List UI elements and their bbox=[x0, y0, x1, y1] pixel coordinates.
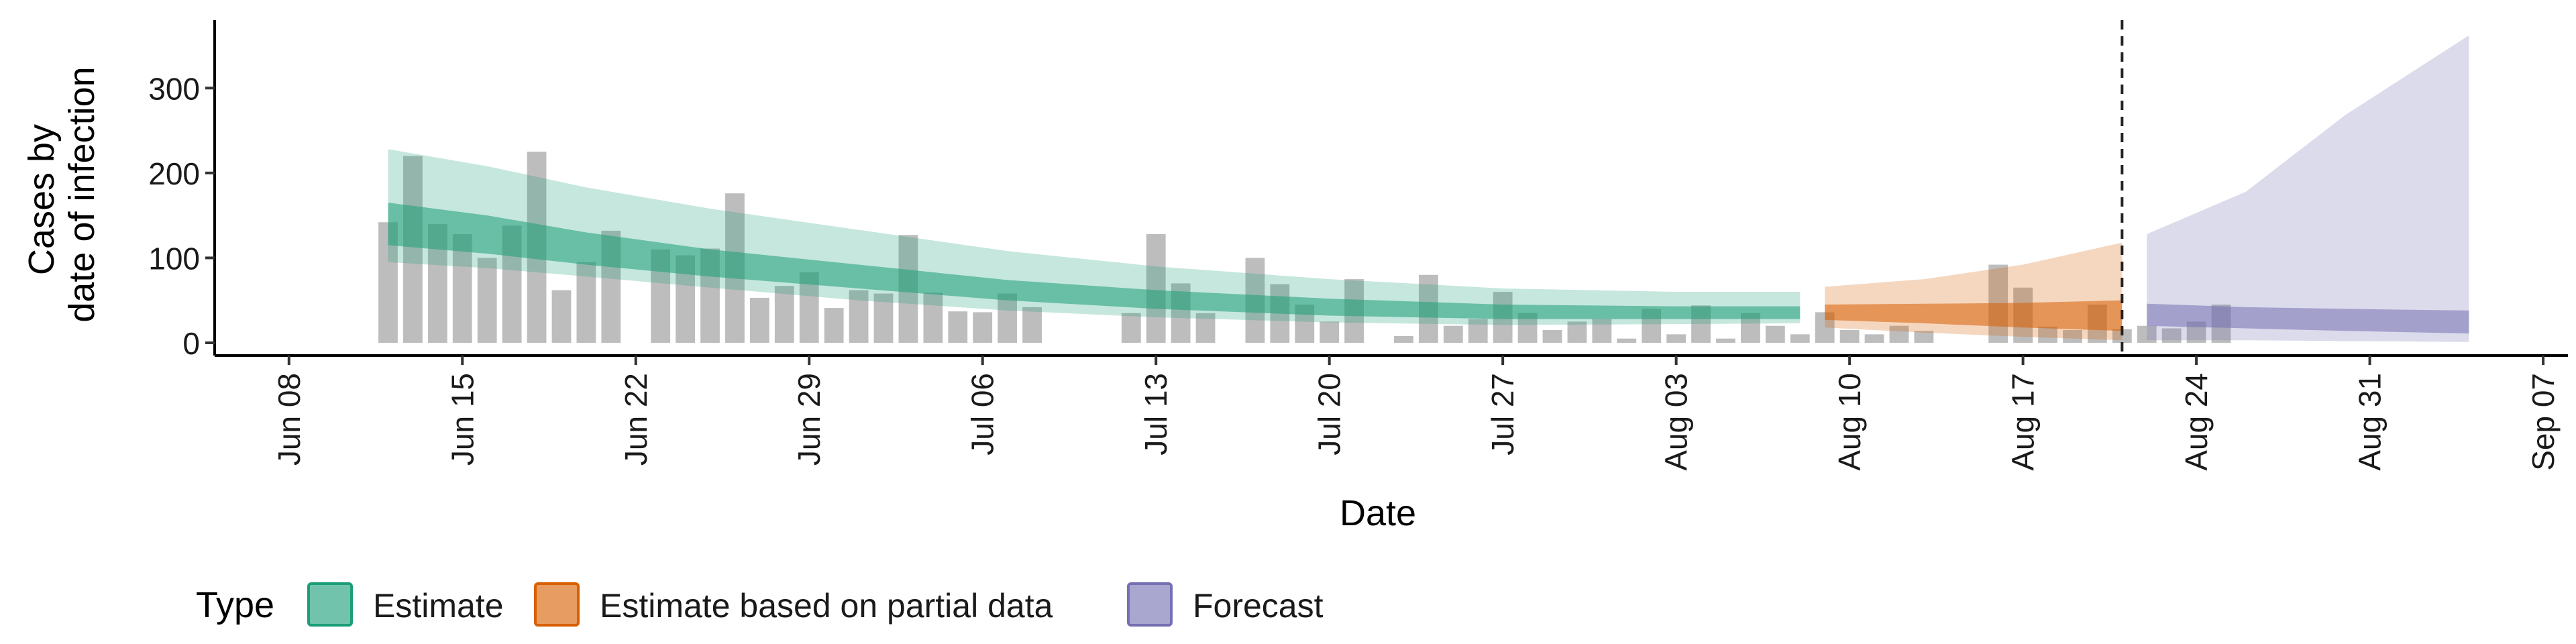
x-tick-label: Aug 03 bbox=[1659, 373, 1694, 471]
forecast-50-band bbox=[2147, 303, 2469, 334]
case-bar bbox=[1839, 330, 1860, 343]
case-bar bbox=[2063, 330, 2082, 343]
x-tick-label: Aug 24 bbox=[2179, 373, 2214, 471]
y-axis-label: Cases by date of infection bbox=[21, 66, 102, 322]
case-bar bbox=[2112, 329, 2132, 343]
case-bar bbox=[1716, 338, 1735, 343]
estimate-50-band bbox=[388, 203, 1801, 319]
legend: Type Estimate Estimate based on partial d… bbox=[196, 582, 1324, 627]
legend-swatch-estimate-based-on-partial-data bbox=[534, 582, 580, 627]
case-bar bbox=[1195, 313, 1216, 343]
legend-swatch-forecast bbox=[1127, 582, 1173, 627]
y-axis-ticks: 0 100 200 300 bbox=[148, 71, 215, 361]
case-bar bbox=[1889, 325, 1909, 343]
y-axis-label-line-1: Cases by bbox=[21, 124, 62, 275]
legend-label-estimate-based-on-partial-data: Estimate based on partial data bbox=[600, 587, 1053, 625]
case-bar bbox=[1146, 233, 1166, 343]
axes bbox=[213, 20, 2568, 357]
case-bar bbox=[1914, 331, 1934, 343]
x-tick-label: Jun 15 bbox=[445, 373, 480, 466]
case-bar bbox=[1468, 319, 1488, 343]
x-tick-label: Jul 20 bbox=[1312, 373, 1347, 455]
legend-label-estimate: Estimate bbox=[373, 587, 504, 625]
forecast-90-band bbox=[2147, 35, 2469, 342]
y-tick-label: 0 bbox=[182, 326, 200, 361]
case-bar bbox=[998, 293, 1018, 343]
case-bar bbox=[1394, 335, 1413, 343]
case-bar bbox=[1617, 338, 1637, 343]
case-bar bbox=[948, 311, 968, 343]
estimate-bands bbox=[388, 35, 2469, 342]
case-bar bbox=[749, 297, 769, 343]
legend-swatch-estimate bbox=[307, 582, 353, 627]
case-bar bbox=[1765, 325, 1785, 343]
legend-label-forecast: Forecast bbox=[1193, 587, 1324, 625]
y-tick-label: 300 bbox=[148, 71, 200, 106]
x-tick-label: Jul 27 bbox=[1485, 373, 1520, 455]
x-tick-label: Jun 08 bbox=[272, 373, 307, 466]
case-bar bbox=[1022, 307, 1042, 343]
case-bar bbox=[477, 258, 497, 343]
case-bar bbox=[973, 312, 993, 343]
legend-title: Type bbox=[196, 585, 274, 625]
estimate-90-band bbox=[388, 149, 1801, 325]
y-axis-label-line-2: date of infection bbox=[62, 66, 102, 322]
x-tick-label: Jun 29 bbox=[792, 373, 826, 466]
case-bar bbox=[1121, 313, 1141, 343]
case-bar bbox=[923, 292, 943, 343]
x-tick-label: Jul 13 bbox=[1138, 373, 1173, 455]
case-bar bbox=[1567, 321, 1587, 343]
case-bar bbox=[1864, 334, 1884, 343]
x-tick-label: Jul 06 bbox=[965, 373, 1000, 455]
y-tick-label: 200 bbox=[148, 156, 200, 191]
case-bar bbox=[1790, 334, 1810, 343]
x-tick-label: Aug 10 bbox=[1832, 373, 1867, 471]
x-tick-label: Aug 31 bbox=[2353, 373, 2387, 471]
x-tick-label: Jun 22 bbox=[619, 373, 653, 466]
case-bar bbox=[1542, 330, 1562, 343]
case-bar bbox=[2137, 325, 2157, 343]
estimate-based-on-partial-data-50-band bbox=[1825, 300, 2123, 331]
case-bar bbox=[551, 290, 572, 343]
case-bar bbox=[774, 286, 794, 343]
case-bar bbox=[2038, 326, 2057, 343]
case-bar bbox=[1320, 321, 1340, 343]
case-bar bbox=[873, 293, 894, 343]
case-bars bbox=[378, 152, 2231, 343]
case-bar bbox=[1666, 334, 1686, 343]
x-axis-ticks: Jun 08 Jun 15 Jun 22 Jun 29 Jul 06 Jul 13 Jul … bbox=[272, 356, 2561, 471]
case-bar bbox=[1443, 325, 1463, 343]
x-tick-label: Aug 17 bbox=[2006, 373, 2041, 471]
case-bar bbox=[2161, 328, 2182, 343]
case-bar bbox=[403, 156, 423, 343]
case-bar bbox=[1592, 319, 1612, 343]
x-axis-label: Date bbox=[1340, 493, 1416, 533]
case-bar bbox=[824, 308, 844, 343]
case-bar bbox=[576, 262, 596, 343]
x-tick-label: Sep 07 bbox=[2526, 373, 2561, 471]
case-bar bbox=[849, 290, 869, 343]
y-tick-label: 100 bbox=[148, 241, 200, 276]
case-bar bbox=[452, 233, 472, 343]
